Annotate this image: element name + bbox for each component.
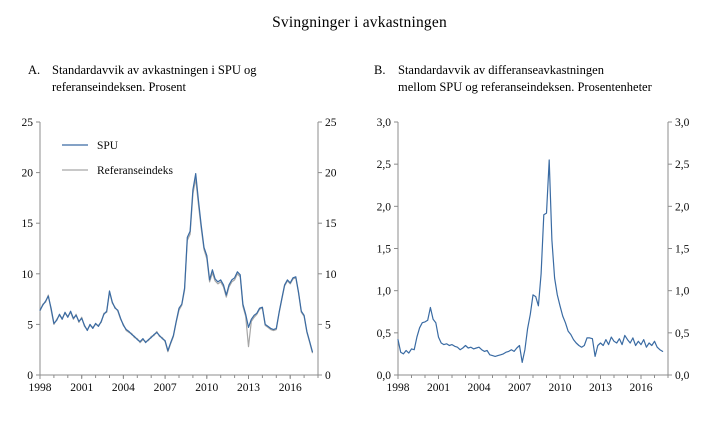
panel-b-chart: 0,0 0,0 0,5 0,5 1,0 1,0 1,5 1,5 2,0 2,0 2,5 2,5 3,0 3…: [377, 117, 690, 394]
y-tick-label-right: 3,0: [675, 117, 690, 129]
x-tick-label: 2010: [195, 382, 218, 394]
panel-b-caption: B. Standardavvik av differanseavkastning…: [374, 62, 714, 96]
y-tick-label-left: 1,0: [377, 286, 392, 298]
x-tick-label: 1998: [29, 382, 52, 394]
x-tick-label: 2013: [589, 382, 612, 394]
y-tick-label-left: 20: [22, 168, 34, 180]
panel-a-caption: A. Standardavvik av avkastningen i SPU o…: [28, 62, 348, 96]
x-tick-label: 2016: [279, 382, 302, 394]
y-tick-label-left: 10: [22, 269, 34, 281]
y-tick-label-left: 0: [27, 370, 33, 382]
y-tick-label-right: 2,5: [675, 159, 690, 171]
y-tick-label-left: 3,0: [377, 117, 392, 129]
panel-b-letter: B.: [374, 63, 386, 77]
differanseavkastning-line: [397, 159, 664, 363]
y-tick-label-left: 0,5: [377, 328, 392, 340]
panel-a-letter: A.: [28, 63, 41, 77]
x-tick-label: 2004: [112, 382, 135, 394]
y-tick-label-right: 0: [325, 370, 331, 382]
y-tick-label-left: 2,5: [377, 159, 392, 171]
y-tick-label-left: 25: [22, 117, 34, 129]
panel-a-chart: 0 0 5 5 10 10 15 15 20 20 25 25 1998 2001 2004 2007 2010…: [22, 117, 337, 394]
panel-a-caption-line1: Standardavvik av avkastningen i SPU og: [52, 63, 257, 77]
y-tick-label-right: 1,0: [675, 286, 690, 298]
y-tick-label-right: 15: [325, 218, 337, 230]
y-tick-label-left: 5: [27, 319, 33, 331]
y-tick-label-right: 0,5: [675, 328, 690, 340]
figure-title: Svingninger i avkastningen: [272, 14, 447, 31]
x-tick-label: 2007: [154, 382, 177, 394]
y-tick-label-right: 5: [325, 319, 331, 331]
y-tick-label-left: 15: [22, 218, 34, 230]
y-tick-label-left: 0,0: [377, 370, 392, 382]
x-tick-label: 2016: [630, 382, 653, 394]
x-tick-label: 2001: [70, 382, 93, 394]
x-tick-label: 2004: [468, 382, 491, 394]
x-tick-label: 2001: [427, 382, 450, 394]
panel-b-caption-line2: mellom SPU og referanseindeksen. Prosent…: [398, 79, 652, 94]
x-tick-label: 2013: [237, 382, 260, 394]
panel-b-caption-line1: Standardavvik av differanseavkastningen: [398, 63, 604, 77]
legend-label-spu: SPU: [97, 140, 119, 152]
y-tick-label-right: 2,0: [675, 201, 690, 213]
y-tick-label-right: 20: [325, 168, 337, 180]
legend-label-referanseindeks: Referanseindeks: [97, 165, 174, 177]
y-tick-label-right: 1,5: [675, 244, 690, 256]
x-tick-label: 2007: [508, 382, 531, 394]
y-tick-label-left: 2,0: [377, 201, 392, 213]
panel-a-caption-line2: referanseindeksen. Prosent: [52, 79, 186, 94]
x-tick-label: 2010: [549, 382, 572, 394]
y-tick-label-right: 10: [325, 269, 337, 281]
panel-a-caption-text: Standardavvik av avkastningen i SPU og r…: [52, 62, 257, 96]
y-tick-label-right: 25: [325, 117, 337, 129]
spu-line: [39, 172, 313, 353]
y-tick-label-left: 1,5: [377, 244, 392, 256]
referanseindeks-line: [39, 178, 313, 354]
panel-b-caption-text: Standardavvik av differanseavkastningen …: [398, 62, 652, 96]
x-tick-label: 1998: [387, 382, 410, 394]
y-tick-label-right: 0,0: [675, 370, 690, 382]
